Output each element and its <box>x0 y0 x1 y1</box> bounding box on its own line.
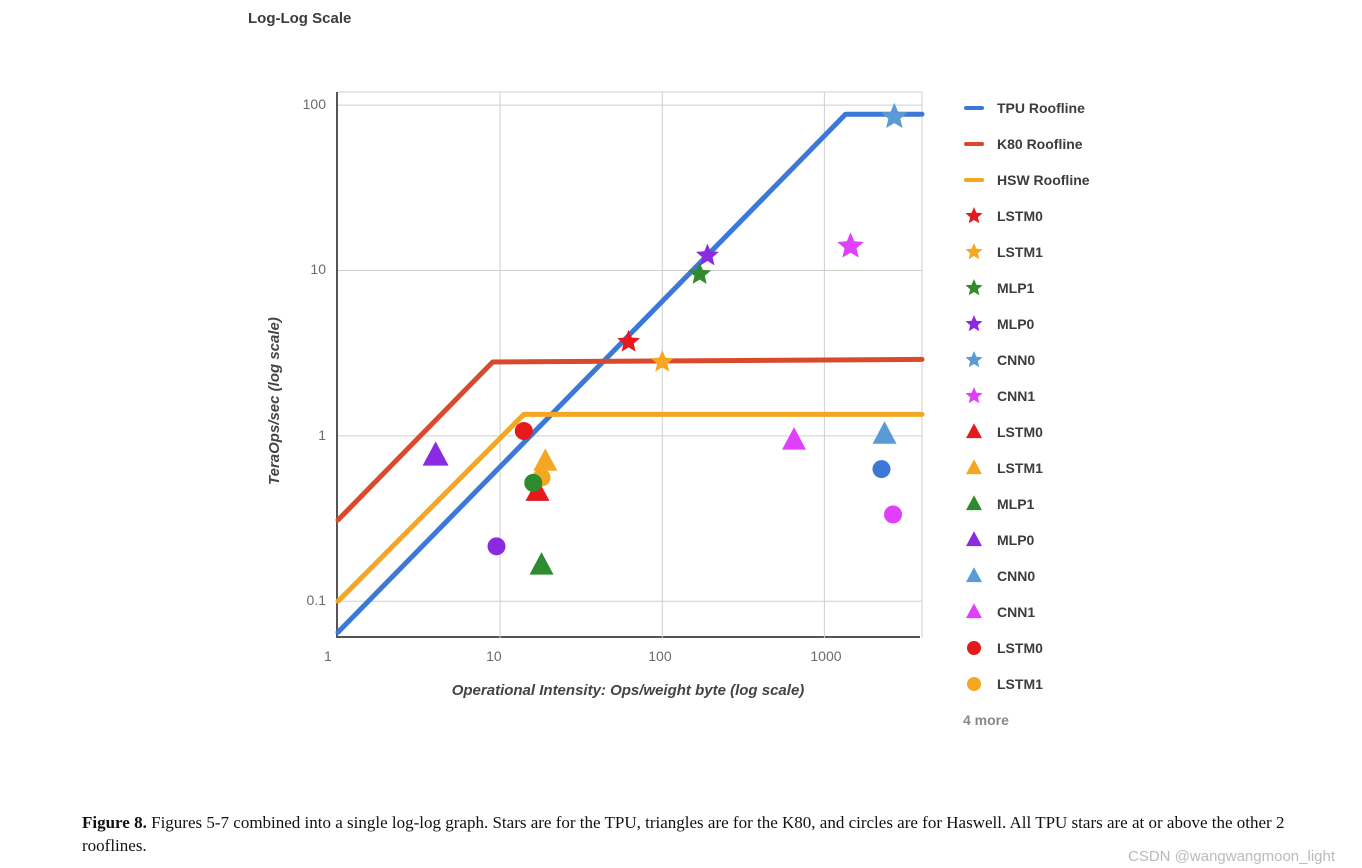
legend: TPU Roofline K80 Roofline HSW Roofline LSTM… <box>963 90 1090 738</box>
point-CNN0-t <box>873 421 897 443</box>
legend-label: LSTM1 <box>997 244 1043 260</box>
legend-item-1: K80 Roofline <box>963 126 1090 162</box>
chart-title: Log-Log Scale <box>248 10 351 27</box>
roofline-k80-roofline <box>338 359 922 520</box>
watermark: CSDN @wangwangmoon_light <box>1128 848 1335 865</box>
point-CNN1-t <box>782 427 806 449</box>
legend-label: MLP0 <box>997 532 1034 548</box>
x-tick-label: 100 <box>648 648 671 664</box>
legend-label: CNN1 <box>997 388 1035 404</box>
legend-label: K80 Roofline <box>997 136 1083 152</box>
legend-item-16: LSTM1 <box>963 666 1090 702</box>
legend-label: LSTM1 <box>997 676 1043 692</box>
x-tick-label: 1 <box>324 648 332 664</box>
legend-item-5: MLP1 <box>963 270 1090 306</box>
legend-item-4: LSTM1 <box>963 234 1090 270</box>
plot-area <box>336 92 920 638</box>
legend-item-3: LSTM0 <box>963 198 1090 234</box>
plot-svg <box>338 92 922 638</box>
legend-item-14: CNN1 <box>963 594 1090 630</box>
point-MLP0-c <box>488 537 506 555</box>
point-CNN1-s <box>837 232 864 257</box>
point-MLP1-t <box>530 552 554 574</box>
x-tick-label: 10 <box>486 648 502 664</box>
legend-item-13: CNN0 <box>963 558 1090 594</box>
roofline-tpu-roofline <box>338 114 922 632</box>
point-MLP1-c <box>524 474 542 492</box>
roofline-hsw-roofline <box>338 414 922 601</box>
y-tick-label: 0.1 <box>307 592 326 608</box>
point-LSTM0-c <box>515 422 533 440</box>
y-tick-label: 10 <box>310 261 326 277</box>
legend-label: LSTM0 <box>997 424 1043 440</box>
point-LSTM0-s <box>617 330 640 352</box>
legend-label: LSTM1 <box>997 460 1043 476</box>
legend-item-8: CNN1 <box>963 378 1090 414</box>
legend-label: LSTM0 <box>997 640 1043 656</box>
y-tick-label: 1 <box>318 427 326 443</box>
legend-item-15: LSTM0 <box>963 630 1090 666</box>
legend-item-9: LSTM0 <box>963 414 1090 450</box>
legend-label: MLP1 <box>997 496 1034 512</box>
point-CNN0-c <box>872 460 890 478</box>
legend-item-12: MLP0 <box>963 522 1090 558</box>
y-tick-label: 100 <box>303 96 326 112</box>
point-CNN1-c <box>884 505 902 523</box>
point-MLP1-s <box>688 262 711 284</box>
legend-item-0: TPU Roofline <box>963 90 1090 126</box>
y-axis-label: TeraOps/sec (log scale) <box>266 317 283 485</box>
point-MLP0-t <box>423 441 449 465</box>
legend-label: HSW Roofline <box>997 172 1090 188</box>
caption-prefix: Figure 8. <box>82 813 147 832</box>
point-LSTM1-t <box>533 448 557 470</box>
legend-label: MLP0 <box>997 316 1034 332</box>
legend-more[interactable]: 4 more <box>963 702 1090 738</box>
caption-text: Figures 5-7 combined into a single log-l… <box>82 813 1284 855</box>
legend-label: TPU Roofline <box>997 100 1085 116</box>
legend-item-2: HSW Roofline <box>963 162 1090 198</box>
legend-item-10: LSTM1 <box>963 450 1090 486</box>
legend-label: MLP1 <box>997 280 1034 296</box>
legend-item-11: MLP1 <box>963 486 1090 522</box>
legend-label: LSTM0 <box>997 208 1043 224</box>
x-tick-label: 1000 <box>810 648 841 664</box>
legend-label: CNN0 <box>997 352 1035 368</box>
legend-label: CNN0 <box>997 568 1035 584</box>
x-axis-label: Operational Intensity: Ops/weight byte (… <box>336 682 920 699</box>
page: Log-Log Scale TeraOps/sec (log scale) Op… <box>0 0 1362 868</box>
legend-item-7: CNN0 <box>963 342 1090 378</box>
legend-item-6: MLP0 <box>963 306 1090 342</box>
legend-label: CNN1 <box>997 604 1035 620</box>
point-CNN0-s <box>881 103 908 128</box>
